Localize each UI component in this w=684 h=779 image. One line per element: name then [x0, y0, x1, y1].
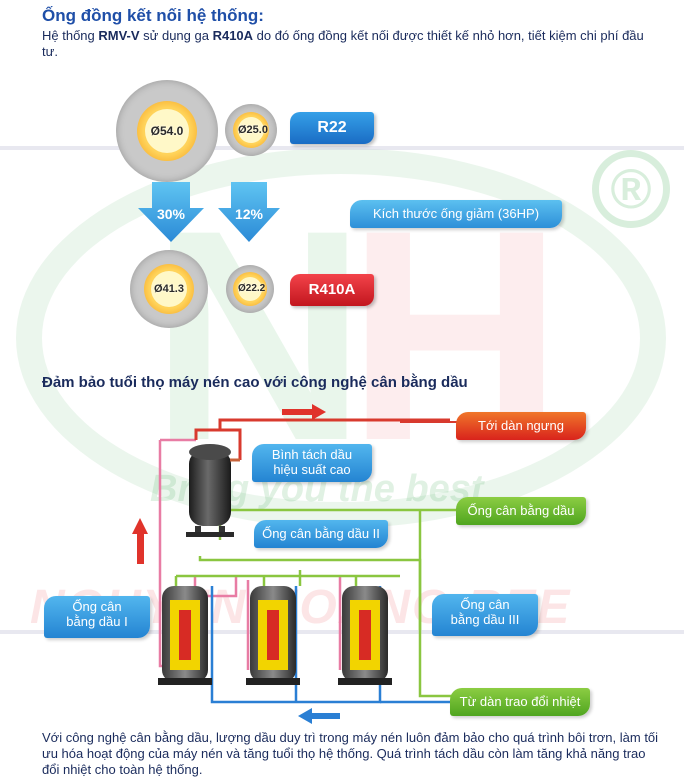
label-oil-separator: Bình tách dầu hiệu suất cao	[252, 444, 372, 482]
oil-separator-tank	[186, 444, 240, 537]
arrow-down-30-icon	[138, 182, 204, 242]
footer-paragraph: Với công nghệ cân bằng dầu, lượng dầu du…	[42, 730, 659, 777]
pipe-oil-green	[174, 508, 460, 698]
desc-text: sử dụng ga	[139, 28, 213, 43]
label-from-exchanger: Từ dàn trao đổi nhiệt	[450, 688, 590, 716]
reduction-small-pct: 12%	[234, 206, 264, 222]
compressor-2	[246, 586, 300, 685]
pipe-r22-large-label: Ø54.0	[145, 109, 189, 153]
section-pipe-title: Ống đồng kết nối hệ thống:	[42, 6, 264, 25]
pipe-r410a-small-label: Ø22.2	[238, 277, 265, 301]
pipe-hot-gas	[194, 418, 450, 460]
compressor-3	[338, 586, 392, 685]
refrigerant-out-arrow-icon	[282, 404, 326, 420]
label-line: bằng dầu I	[66, 614, 128, 629]
label-line: bằng dầu III	[450, 612, 520, 627]
label-oil-balance-main: Ống cân bằng dầu	[456, 497, 586, 525]
pipe-r410a-large-label: Ø41.3	[151, 271, 187, 307]
pipe-r22-small: Ø25.0	[225, 104, 277, 156]
registered-trademark-icon: ®	[592, 150, 670, 228]
label-line: hiệu suất cao	[273, 462, 351, 477]
label-oil-balance-2: Ống cân bằng dầu II	[254, 520, 388, 548]
watermark-logo-letters: NH	[150, 185, 563, 485]
desc-text: Hệ thống	[42, 28, 99, 43]
badge-r22: R22	[290, 112, 374, 144]
pipe-r22-small-label: Ø25.0	[238, 117, 268, 143]
pipe-wall: Ø25.0	[233, 112, 269, 148]
compressor-1	[158, 586, 212, 685]
pipe-wall: Ø22.2	[233, 272, 267, 306]
pipe-wall: Ø41.3	[144, 264, 194, 314]
refrigerant-up-arrow-icon	[132, 518, 148, 564]
oil-balance-diagram	[132, 404, 460, 724]
desc-text: do đó ống đồng kết nối được thiết kế nhỏ…	[42, 28, 644, 59]
label-line: Bình tách dầu	[271, 447, 353, 462]
label-line: Ống cân	[72, 599, 122, 614]
label-line: Ống cân	[460, 597, 510, 612]
reduction-label: Kích thước ống giảm (36HP)	[350, 200, 562, 228]
label-to-condenser: Tới dàn ngưng	[456, 412, 586, 440]
badge-r410a: R410A	[290, 274, 374, 306]
label-oil-balance-1: Ống cân bằng dầu I	[44, 596, 150, 638]
label-oil-balance-3: Ống cân bằng dầu III	[432, 594, 538, 636]
reduction-large-pct: 30%	[156, 206, 186, 222]
desc-model: RMV-V	[98, 28, 140, 43]
desc-refrigerant: R410A	[212, 28, 254, 43]
pipe-r410a-large: Ø41.3	[130, 250, 208, 328]
divider-band-top	[0, 146, 684, 150]
section-pipe-description: Hệ thống RMV-V sử dụng ga R410A do đó ốn…	[42, 28, 662, 60]
pipe-wall: Ø54.0	[137, 101, 197, 161]
pipe-r22-large: Ø54.0	[116, 80, 218, 182]
arrow-down-12-icon	[218, 182, 280, 242]
pipe-r410a-small: Ø22.2	[226, 265, 274, 313]
section-oil-title: Đảm bảo tuổi thọ máy nén cao với công ng…	[42, 374, 468, 391]
refrigerant-return-arrow-icon	[298, 708, 340, 724]
watermark-letter-n: N	[150, 167, 367, 503]
